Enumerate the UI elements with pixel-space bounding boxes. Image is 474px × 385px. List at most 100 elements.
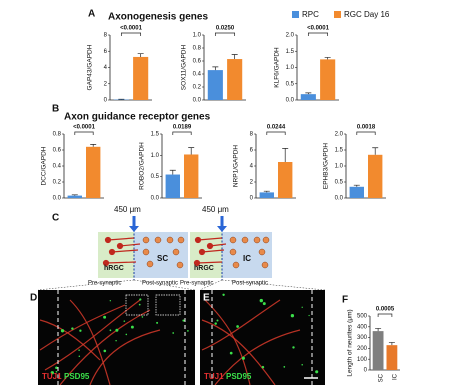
y-tick-label: 0.5 <box>151 174 160 180</box>
panel-letter: A <box>88 9 95 20</box>
sig-bracket <box>307 32 329 36</box>
fiber <box>89 329 161 385</box>
punctum <box>259 298 263 303</box>
punctum <box>301 363 303 366</box>
p-value: 0.0250 <box>216 26 235 32</box>
y-tick-label: 300 <box>357 335 368 341</box>
punctum <box>222 293 225 296</box>
y-tick-label: 0.2 <box>193 85 202 91</box>
fiber <box>39 319 101 361</box>
sig-bracket <box>120 32 142 36</box>
bar <box>259 192 274 198</box>
error-bar <box>282 148 289 162</box>
y-tick-label: 0.0 <box>151 196 160 202</box>
cell-label: hRGC <box>194 265 214 272</box>
y-tick-label: 0 <box>364 368 368 374</box>
y-tick-label: 200 <box>357 346 368 352</box>
y-tick-label: 1.0 <box>286 65 295 71</box>
punctum <box>141 316 144 318</box>
punctum <box>115 328 119 332</box>
charts: RPC RGC Day 1602468<0.0001GAP43/GAPDH0.00… <box>41 10 400 382</box>
x-tick-label: SC <box>379 373 385 382</box>
y-tick-label: 8 <box>104 33 108 39</box>
error-bar <box>231 54 238 60</box>
punctum <box>292 346 295 349</box>
post-label: Post-synaptic <box>232 281 268 287</box>
bar <box>349 186 364 198</box>
bar <box>278 162 293 198</box>
distance-label: 450 μm <box>114 205 141 214</box>
fiber <box>44 299 141 371</box>
micrograph <box>38 290 195 385</box>
punctum <box>55 370 58 373</box>
dashed-lines <box>57 290 313 385</box>
y-tick-label: 0.5 <box>286 81 295 87</box>
punctum <box>130 325 134 329</box>
punctum <box>187 330 189 332</box>
p-value: <0.0001 <box>307 26 330 32</box>
punctum <box>103 349 107 353</box>
sig-bracket <box>214 32 236 36</box>
target-label: IC <box>243 254 251 263</box>
punctum <box>283 366 286 368</box>
bar <box>227 59 243 100</box>
punctum <box>125 333 128 336</box>
fiber <box>69 299 111 385</box>
y-tick-label: 500 <box>357 314 368 320</box>
neurons <box>102 236 141 267</box>
panel-letter: D <box>30 293 37 304</box>
punctum <box>55 366 58 369</box>
stain-label: PSD95 <box>226 372 252 381</box>
y-tick-label: 1.5 <box>286 49 295 55</box>
inset-box <box>125 294 149 316</box>
sig-bracket <box>266 131 286 135</box>
target-cells <box>142 236 185 269</box>
punctum <box>308 314 310 317</box>
y-tick-label: 0.0 <box>193 98 202 104</box>
punctum <box>123 320 126 322</box>
arrow-head <box>129 226 139 232</box>
error-bar <box>263 190 270 193</box>
y-axis-label: SOX11/GAPDH <box>181 45 188 91</box>
punctum <box>139 298 142 301</box>
error-bar <box>353 184 360 187</box>
punctum <box>109 300 111 302</box>
y-tick-label: 0.8 <box>193 46 202 52</box>
section-title: Axon guidance receptor genes <box>64 112 211 123</box>
bar <box>386 345 398 370</box>
punctum <box>261 365 265 369</box>
error-bar <box>305 92 312 95</box>
panel-letter: B <box>52 104 59 115</box>
diagram-left: 450 μm hRGC SC Pre-synaptic Post-synapti… <box>88 205 188 287</box>
error-bar <box>388 342 395 346</box>
bar <box>207 70 223 100</box>
y-tick-label: 0.0 <box>286 98 295 104</box>
y-tick-label: 2 <box>250 180 254 186</box>
punctum <box>214 322 217 325</box>
stain-label: PSD95 <box>64 372 90 381</box>
error-bar <box>212 66 219 71</box>
y-axis-label: ROBO2/GAPDH <box>139 142 146 190</box>
error-bar <box>137 53 144 57</box>
legend-swatch <box>334 11 341 18</box>
punctum <box>236 325 239 328</box>
cell-label: hRGC <box>104 265 124 272</box>
pre-label: Pre-synaptic <box>180 281 213 287</box>
sig-bracket <box>356 131 376 135</box>
punctum <box>78 355 81 357</box>
micrograph <box>200 290 325 385</box>
inset-box <box>155 294 181 316</box>
stain-label: TUJ1 <box>204 372 224 381</box>
distance-label: 450 μm <box>202 205 229 214</box>
y-tick-label: 6 <box>104 49 108 55</box>
fiber <box>39 304 126 351</box>
error-bar <box>324 57 331 60</box>
panel-letter: C <box>52 213 59 224</box>
sig-bracket <box>172 131 192 135</box>
y-axis-label: KLF6/GAPDH <box>274 47 281 88</box>
zoom-lines <box>37 279 326 291</box>
punctum <box>301 306 303 308</box>
y-tick-label: 6 <box>250 148 254 154</box>
punctum <box>115 339 117 342</box>
